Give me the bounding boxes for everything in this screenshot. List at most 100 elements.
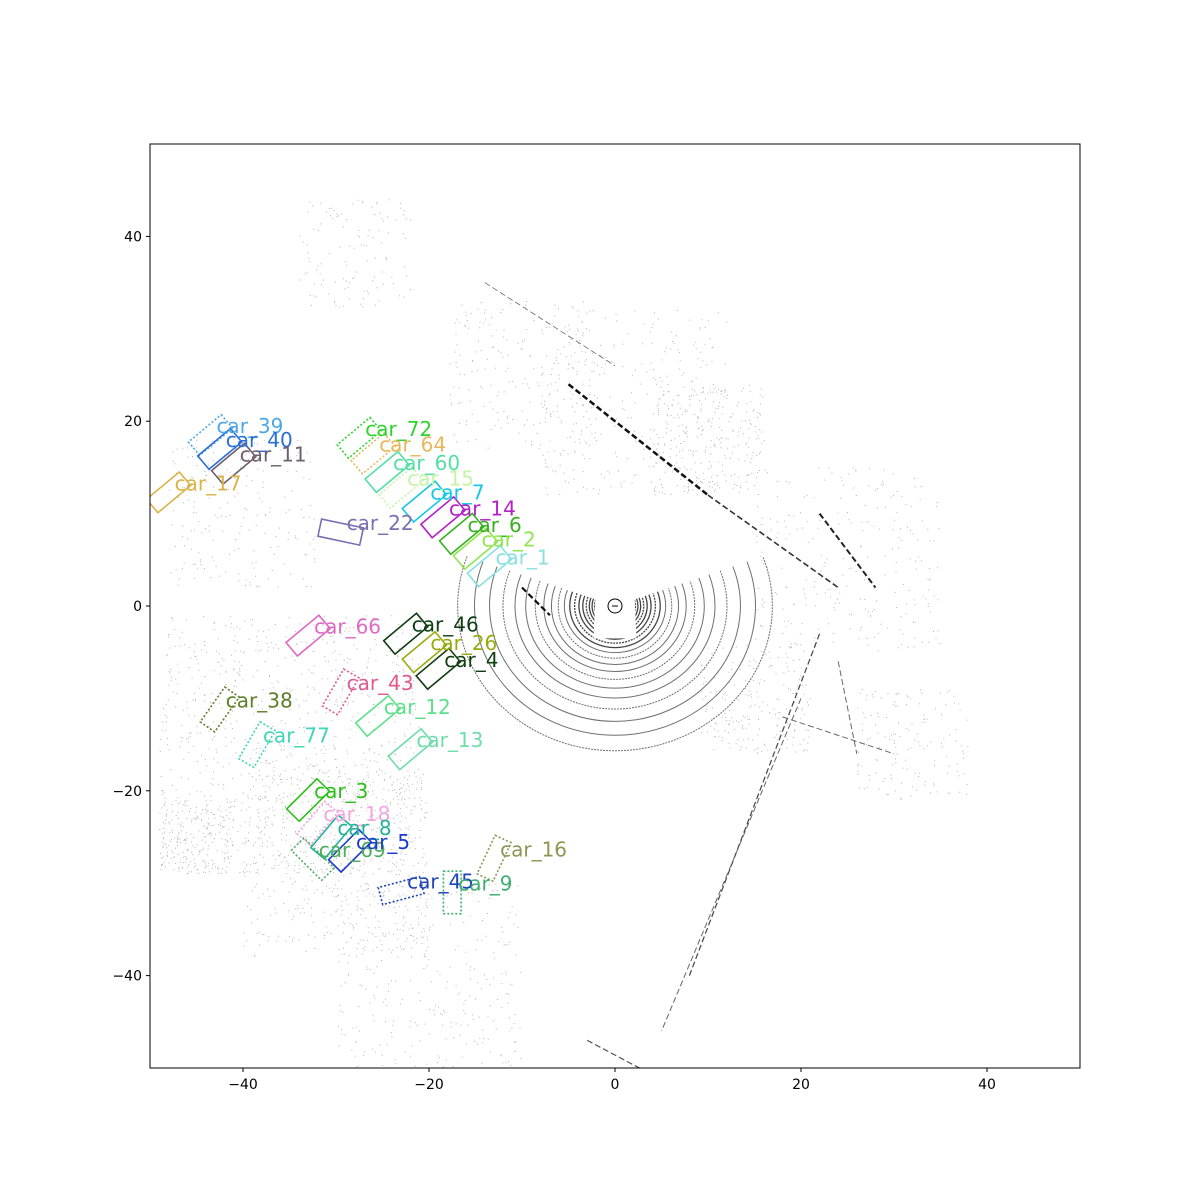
scan-ring (557, 587, 673, 659)
scan-ring (534, 580, 696, 680)
scan-ring (569, 591, 661, 649)
scan-ring (563, 589, 667, 654)
bounding-boxes (150, 413, 513, 915)
bbox-car-40 (196, 427, 243, 471)
ego-circle (607, 598, 623, 614)
box-labels: car_39car_40car_11car_17car_72car_64car_… (175, 414, 567, 895)
bbox-car-8 (309, 813, 354, 861)
structure-line (688, 633, 821, 976)
bbox-car-46 (382, 612, 429, 656)
bbox-label: car_4 (444, 648, 498, 672)
bbox-label: car_66 (314, 615, 381, 639)
bbox-label: car_18 (323, 802, 390, 826)
scan-ring (474, 561, 756, 736)
bbox-car-16 (476, 834, 513, 883)
bbox-car-39 (187, 413, 234, 457)
bbox-label: car_1 (495, 545, 549, 569)
y-axis-ticks: −40 −20 0 20 40 (112, 229, 150, 985)
bbox-car-6 (438, 512, 485, 556)
bbox-label: car_72 (365, 417, 432, 441)
bbox-label: car_12 (384, 695, 451, 719)
bbox-car-45 (377, 875, 425, 906)
scan-ring (514, 574, 716, 699)
x-tick-label: −40 (228, 1077, 258, 1093)
bbox-car-64 (349, 432, 397, 476)
structure-line (567, 383, 709, 497)
bbox-car-4 (415, 647, 462, 691)
x-axis-ticks: −40 −20 0 20 40 (228, 1068, 996, 1093)
bbox-car-7 (401, 480, 448, 524)
bbox-label: car_16 (500, 837, 567, 861)
x-tick-label: 0 (611, 1077, 620, 1093)
structure-line (521, 586, 551, 617)
structure-line (782, 716, 895, 755)
bbox-car-26 (401, 630, 448, 674)
x-tick-label: 40 (978, 1077, 996, 1093)
bbox-label: car_77 (263, 724, 330, 748)
ego-vehicle-marker (607, 598, 623, 614)
scatter-points (159, 199, 969, 1068)
bbox-car-69 (290, 836, 336, 882)
bbox-car-14 (419, 495, 467, 539)
bbox-label: car_22 (347, 511, 414, 535)
scan-ring (457, 556, 773, 752)
bbox-label: car_45 (407, 870, 474, 894)
y-tick-label: −20 (112, 784, 142, 800)
bbox-label: car_11 (240, 443, 307, 467)
bbox-label: car_38 (226, 688, 293, 712)
y-tick-label: −40 (112, 969, 142, 985)
bbox-label: car_26 (430, 631, 497, 655)
bbox-car-12 (354, 694, 402, 738)
bbox-label: car_69 (319, 838, 386, 862)
structure-line (484, 282, 616, 367)
bbox-car-18 (295, 800, 340, 847)
y-tick-label: 0 (133, 599, 142, 615)
scan-ring (489, 566, 741, 722)
bbox-label: car_60 (393, 451, 460, 475)
structure-line (837, 661, 858, 754)
bbox-label: car_43 (347, 671, 414, 695)
bbox-car-66 (284, 614, 332, 658)
y-tick-label: 40 (124, 229, 142, 245)
bbox-car-43 (321, 668, 361, 716)
x-tick-label: 20 (792, 1077, 810, 1093)
scan-ring (525, 577, 705, 689)
bbox-label: car_3 (314, 779, 368, 803)
bbox-label: car_46 (412, 613, 479, 637)
scan-ring (550, 585, 680, 665)
bbox-label: car_17 (175, 471, 242, 495)
bbox-label: car_13 (416, 728, 483, 752)
x-tick-label: −20 (414, 1077, 444, 1093)
bbox-label: car_39 (216, 414, 283, 438)
bbox-label: car_8 (337, 816, 391, 840)
bbox-label: car_14 (449, 496, 516, 520)
bbox-label: car_64 (379, 433, 446, 457)
bbox-label: car_15 (407, 467, 474, 491)
bbox-car-13 (387, 727, 434, 771)
bbox-label: car_5 (356, 830, 410, 854)
bbox-car-17 (150, 470, 192, 514)
scan-ring (543, 583, 687, 672)
scan-ring (502, 570, 728, 710)
bbox-car-22 (316, 518, 365, 547)
bbox-car-15 (377, 466, 425, 510)
bbox-label: car_9 (458, 871, 512, 895)
bbox-car-9 (442, 870, 462, 915)
bbox-car-5 (327, 828, 373, 874)
bbox-label: car_2 (482, 528, 536, 552)
scan-ring (573, 593, 657, 644)
bbox-car-72 (336, 416, 383, 460)
structure-line (661, 698, 802, 1032)
bbox-label: car_6 (468, 513, 522, 537)
bbox-label: car_40 (226, 428, 293, 452)
bbox-car-38 (199, 685, 241, 734)
bbox-label: car_7 (430, 481, 484, 505)
bbox-car-60 (363, 450, 411, 494)
scan-ring (578, 594, 652, 640)
bbox-car-77 (237, 720, 277, 769)
bbox-car-2 (452, 527, 499, 571)
bbox-car-3 (285, 777, 331, 823)
bbox-car-1 (466, 544, 513, 588)
bbox-car-11 (210, 442, 257, 486)
